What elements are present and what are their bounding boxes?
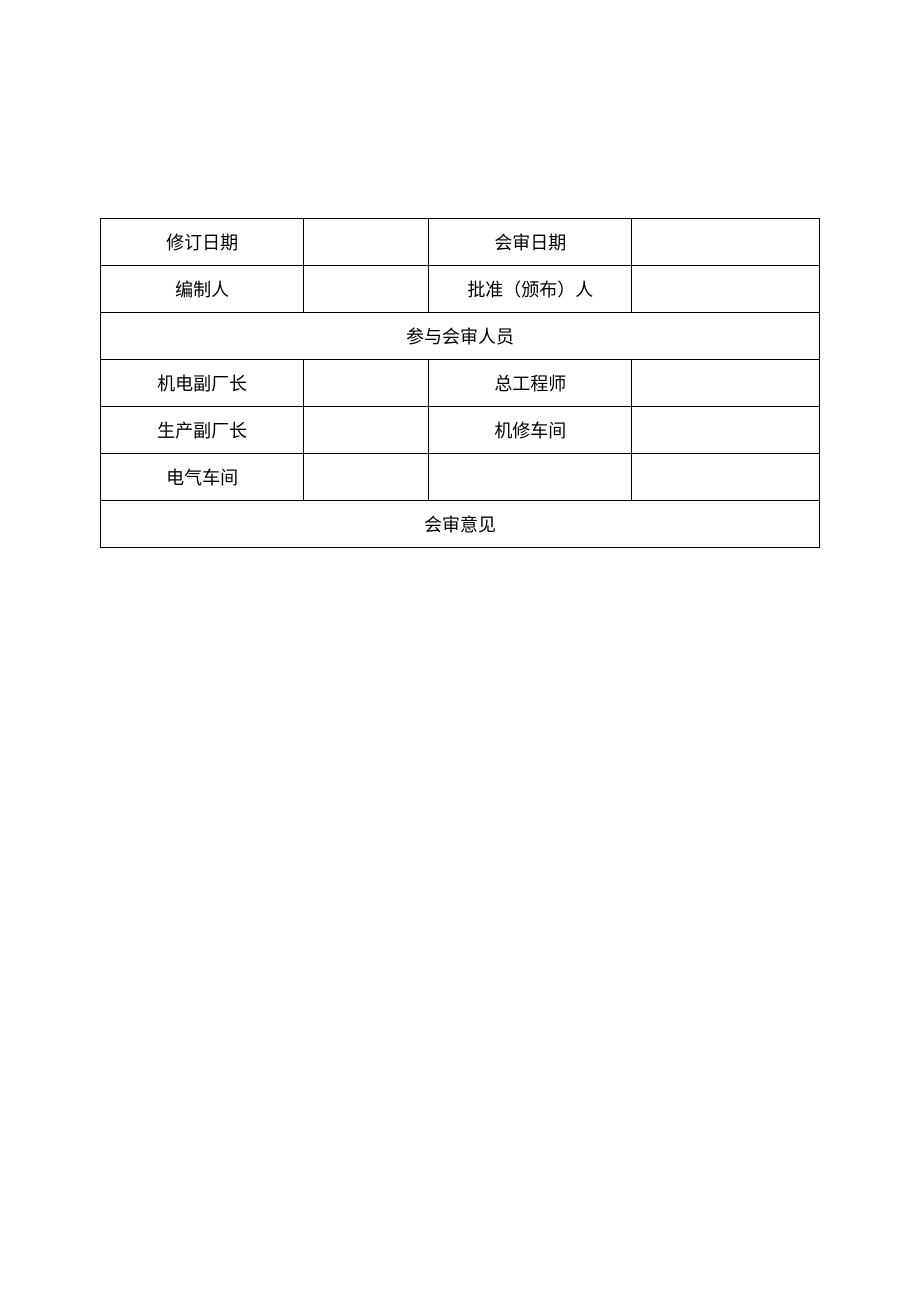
participants-header: 参与会审人员 <box>101 313 820 360</box>
table-row: 编制人 批准（颁布）人 <box>101 266 820 313</box>
revision-date-label: 修订日期 <box>101 219 304 266</box>
deputy-director-label: 机电副厂长 <box>101 360 304 407</box>
approval-form-table: 修订日期 会审日期 编制人 批准（颁布）人 参与会审人员 机电副厂长 总工程师 … <box>100 218 820 548</box>
approver-value <box>632 266 820 313</box>
section-header-row: 参与会审人员 <box>101 313 820 360</box>
table-row: 修订日期 会审日期 <box>101 219 820 266</box>
compiler-label: 编制人 <box>101 266 304 313</box>
machine-repair-value <box>632 407 820 454</box>
revision-date-value <box>304 219 429 266</box>
table-row: 机电副厂长 总工程师 <box>101 360 820 407</box>
empty-value <box>632 454 820 501</box>
section-header-row: 会审意见 <box>101 501 820 548</box>
review-date-label: 会审日期 <box>429 219 632 266</box>
machine-repair-label: 机修车间 <box>429 407 632 454</box>
table-row: 生产副厂长 机修车间 <box>101 407 820 454</box>
review-opinion-header: 会审意见 <box>101 501 820 548</box>
electrical-workshop-label: 电气车间 <box>101 454 304 501</box>
empty-label <box>429 454 632 501</box>
electrical-workshop-value <box>304 454 429 501</box>
chief-engineer-value <box>632 360 820 407</box>
deputy-director-value <box>304 360 429 407</box>
chief-engineer-label: 总工程师 <box>429 360 632 407</box>
approver-label: 批准（颁布）人 <box>429 266 632 313</box>
production-deputy-label: 生产副厂长 <box>101 407 304 454</box>
review-date-value <box>632 219 820 266</box>
compiler-value <box>304 266 429 313</box>
table-row: 电气车间 <box>101 454 820 501</box>
production-deputy-value <box>304 407 429 454</box>
